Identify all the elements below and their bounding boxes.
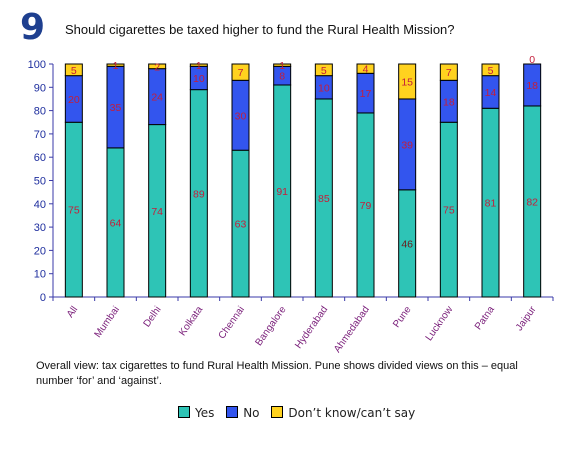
data-label: 64 [110, 217, 122, 229]
data-label: 8 [279, 71, 285, 83]
bar-segment [523, 63, 542, 107]
y-tick-label: 100 [28, 59, 46, 71]
legend-item-yes: Yes [178, 406, 214, 420]
legend-label-dont-know: Don’t know/can’t say [288, 406, 416, 420]
data-label: 18 [443, 96, 455, 108]
y-tick-label: 10 [34, 269, 46, 281]
data-label: 14 [485, 87, 497, 99]
x-category-label: Delhi [142, 304, 164, 329]
bar-segment [189, 63, 208, 67]
x-category-label: Chennai [217, 304, 247, 341]
bar-segment [314, 63, 333, 77]
data-label: 79 [360, 200, 372, 212]
bar-segment [106, 63, 125, 67]
data-label: 1 [196, 60, 202, 72]
bar-segment [439, 63, 458, 81]
x-category-label: Jaipur [514, 304, 539, 333]
y-tick-label: 50 [34, 176, 46, 188]
x-category-label: Mumbai [93, 304, 122, 339]
data-label: 24 [151, 92, 163, 104]
legend-label-yes: Yes [195, 406, 215, 420]
data-label: 0 [529, 54, 535, 66]
data-label: 74 [151, 206, 163, 218]
bar-segment [148, 63, 167, 70]
data-label: 5 [488, 65, 494, 77]
data-label: 10 [318, 82, 330, 94]
data-label: 85 [318, 193, 330, 205]
data-label: 89 [193, 188, 205, 200]
y-tick-label: 80 [34, 106, 46, 118]
y-tick-label: 20 [34, 245, 46, 257]
y-tick-label: 90 [34, 82, 46, 94]
x-category-label: Lucknow [424, 304, 456, 343]
bar-segment [481, 63, 500, 77]
x-category-label: Hyderabad [293, 304, 330, 350]
x-category-label: All [65, 304, 80, 319]
data-label: 1 [279, 60, 285, 72]
x-category-label: Ahmedabad [332, 304, 372, 354]
data-label: 91 [276, 186, 288, 198]
legend-swatch-no [226, 406, 239, 418]
data-label: 5 [321, 65, 327, 77]
data-label: 7 [446, 67, 452, 79]
data-label: 63 [235, 219, 247, 231]
data-label: 30 [235, 110, 247, 122]
data-label: 5 [71, 65, 77, 77]
y-tick-label: 0 [40, 292, 46, 304]
bar-segment [273, 63, 292, 67]
data-label: 35 [110, 102, 122, 114]
chart-note: Overall view: tax cigarettes to fund Rur… [36, 360, 518, 387]
data-label: 4 [363, 64, 369, 76]
legend-item-dont-know: Don’t know/can’t say [271, 406, 415, 420]
y-tick-label: 30 [34, 222, 46, 234]
data-label: 46 [401, 238, 413, 250]
data-label: 18 [526, 80, 538, 92]
y-tick-label: 70 [34, 129, 46, 141]
y-tick-label: 60 [34, 152, 46, 164]
data-label: 75 [68, 205, 80, 217]
bar-segment [398, 63, 417, 100]
legend-swatch-dont-know [271, 406, 284, 418]
bar-segment [356, 63, 375, 74]
data-label: 17 [360, 88, 372, 100]
bar-segment [231, 63, 250, 81]
data-label: 15 [401, 76, 413, 88]
data-label: 81 [485, 198, 497, 210]
legend-swatch-yes [178, 406, 190, 418]
x-category-label: Patna [473, 304, 497, 332]
data-label: 1 [113, 60, 119, 72]
chart-title: Should cigarettes be taxed higher to fun… [65, 22, 455, 37]
data-label: 2 [154, 61, 160, 73]
legend-item-no: No [226, 406, 260, 420]
y-tick-label: 40 [34, 199, 46, 211]
chart-legend: Yes No Don’t know/can’t say [178, 406, 423, 420]
data-label: 75 [443, 205, 455, 217]
x-category-label: Kolkata [177, 304, 205, 338]
question-number: 9 [20, 7, 46, 48]
bar-segment [64, 63, 83, 77]
data-label: 82 [526, 196, 538, 208]
data-label: 20 [68, 94, 80, 106]
data-label: 7 [238, 67, 244, 79]
data-label: 10 [193, 73, 205, 85]
x-category-label: Bangalore [253, 304, 288, 348]
legend-label-no: No [243, 406, 260, 420]
data-label: 39 [401, 139, 413, 151]
x-category-label: Pune [391, 304, 414, 330]
